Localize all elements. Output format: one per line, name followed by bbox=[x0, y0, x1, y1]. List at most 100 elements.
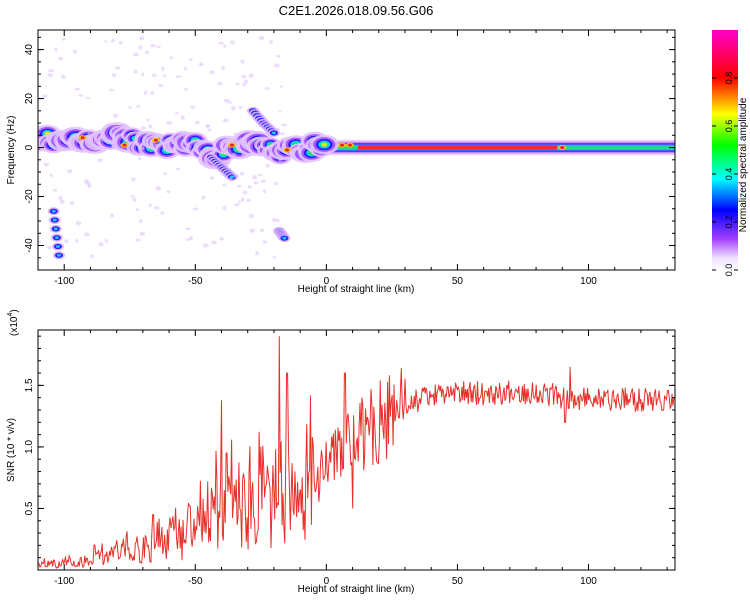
snr-axes: -100 -50 0 50 100 0.5 1.0 1.5 bbox=[24, 330, 675, 587]
spectral-speckle bbox=[242, 190, 248, 195]
spectral-peak bbox=[560, 146, 565, 150]
spectral-speckle bbox=[77, 94, 84, 97]
spectral-speckle bbox=[255, 251, 260, 256]
spectral-speckle bbox=[253, 181, 259, 185]
spectral-speckle bbox=[90, 254, 94, 259]
spectral-speckle bbox=[217, 81, 223, 86]
spectral-speckle bbox=[54, 47, 58, 52]
spectral-speckle bbox=[69, 201, 75, 205]
spectral-speckle bbox=[189, 235, 194, 241]
spectral-speckle bbox=[186, 238, 191, 241]
spectral-speckle bbox=[222, 205, 227, 211]
spectral-speckle bbox=[273, 255, 277, 259]
spectral-speckle bbox=[252, 175, 258, 180]
y-tick-label: 1.0 bbox=[24, 440, 35, 454]
spectral-speckle bbox=[262, 240, 267, 244]
spectral-speckle bbox=[265, 163, 270, 168]
x-tick-label: -50 bbox=[188, 276, 203, 287]
spectral-speckle bbox=[195, 120, 200, 125]
spectral-speckle bbox=[180, 115, 185, 120]
spectral-speckle bbox=[279, 132, 286, 136]
spectral-speckle bbox=[160, 211, 165, 215]
spectral-speckle bbox=[49, 173, 53, 177]
spectral-speckle bbox=[240, 59, 245, 64]
spectral-speckle bbox=[67, 169, 73, 174]
spectral-peak bbox=[229, 143, 234, 147]
spectral-speckle bbox=[273, 182, 279, 186]
spectral-speckle bbox=[182, 133, 188, 137]
spectral-speckle bbox=[150, 44, 156, 48]
x-tick-label: 0 bbox=[324, 276, 330, 287]
snr-y-axis-label: SNR (10 * v/v) bbox=[6, 418, 17, 482]
spectral-speckle bbox=[269, 40, 273, 45]
spectral-speckle bbox=[97, 158, 104, 163]
spectral-speckle bbox=[274, 141, 279, 145]
spectral-speckle bbox=[139, 36, 145, 41]
spectral-speckle bbox=[53, 188, 58, 192]
spectral-speckle bbox=[210, 176, 214, 181]
spectral-speckle bbox=[151, 73, 157, 77]
spectral-speckle bbox=[48, 69, 54, 73]
spectral-speckle bbox=[38, 145, 44, 149]
spectral-branch-blob bbox=[51, 209, 56, 213]
spectral-speckle bbox=[110, 213, 114, 218]
spectral-speckle bbox=[207, 128, 212, 132]
spectral-speckle bbox=[223, 118, 229, 123]
spectral-speckle bbox=[233, 132, 239, 136]
y-tick-label: -20 bbox=[24, 189, 35, 204]
spectral-speckle bbox=[144, 50, 150, 54]
spectral-speckle bbox=[230, 40, 236, 45]
snr-scale-label: (x104) bbox=[7, 309, 20, 336]
spectral-speckle bbox=[260, 137, 266, 141]
x-tick-label: 100 bbox=[580, 576, 597, 587]
spectral-speckle bbox=[209, 70, 215, 75]
spectral-speckle bbox=[237, 200, 242, 204]
spectral-speckle bbox=[241, 74, 247, 79]
spectral-speckle bbox=[242, 82, 247, 87]
spectral-speckle bbox=[104, 40, 108, 43]
spectral-speckle bbox=[155, 186, 161, 191]
spectral-speckle bbox=[273, 63, 280, 68]
spectral-speckle bbox=[238, 106, 243, 110]
spectral-speckle bbox=[228, 177, 233, 182]
spectral-speckle bbox=[138, 45, 143, 50]
spectral-speckle bbox=[163, 172, 167, 176]
spectral-speckle bbox=[230, 106, 236, 111]
spectral-speckle bbox=[83, 232, 90, 237]
y-tick-label: 0 bbox=[24, 144, 35, 150]
spectral-branch-blob bbox=[53, 227, 58, 231]
spectral-speckle bbox=[188, 58, 193, 61]
spectral-speckle bbox=[113, 113, 118, 118]
y-tick-label: -40 bbox=[24, 238, 35, 253]
spectral-speckle bbox=[222, 183, 227, 187]
spectral-speckle bbox=[218, 41, 224, 45]
spectral-peak bbox=[80, 136, 85, 140]
spectral-speckle bbox=[133, 52, 139, 57]
spectrogram-panel: -100 -50 0 50 100 -40 -20 0 20 40 Height of strai… bbox=[6, 29, 676, 295]
spectral-speckle bbox=[43, 162, 50, 167]
spectral-speckle bbox=[139, 231, 146, 237]
spectral-speckle bbox=[118, 41, 123, 45]
spectral-speckle bbox=[246, 198, 251, 202]
spectral-speckle bbox=[223, 98, 230, 103]
spectral-speckle bbox=[247, 185, 252, 189]
spectral-speckle bbox=[259, 228, 265, 232]
spectral-speckle bbox=[104, 238, 108, 244]
spectral-speckle bbox=[143, 90, 148, 95]
spectral-speckle bbox=[59, 199, 65, 204]
spectral-speckle bbox=[135, 238, 141, 242]
spectral-speckle bbox=[274, 218, 280, 222]
spectral-branch-blob bbox=[56, 253, 61, 257]
spectrogram-x-axis-label: Height of straight line (km) bbox=[298, 284, 415, 295]
spectral-speckle bbox=[73, 49, 78, 54]
spectral-speckle bbox=[169, 56, 173, 60]
spectral-speckle bbox=[93, 133, 98, 137]
x-tick-label: 100 bbox=[580, 276, 597, 287]
snr-panel: -100 -50 0 50 100 0.5 1.0 1.5 Height of straigh… bbox=[6, 309, 676, 595]
spectral-speckle bbox=[61, 135, 66, 139]
spectral-speckle bbox=[162, 74, 167, 78]
spectral-speckle bbox=[166, 121, 173, 125]
snr-scale-exponent: 4 bbox=[7, 313, 14, 317]
spectral-speckle bbox=[276, 54, 281, 58]
x-tick-label: 0 bbox=[324, 576, 330, 587]
